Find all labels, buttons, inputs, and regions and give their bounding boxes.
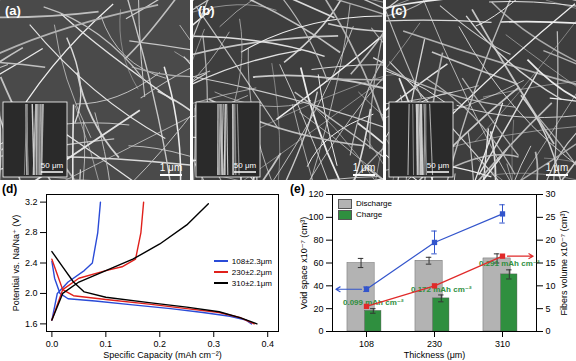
svg-text:310: 310 [495, 339, 510, 349]
svg-text:(b): (b) [198, 3, 215, 18]
html-text:230±2.2μm: 230±2.2μm [231, 267, 272, 277]
svg-text:0.4: 0.4 [261, 339, 274, 349]
svg-text:Void space x10⁻⁷ (cm³): Void space x10⁻⁷ (cm³) [299, 217, 309, 310]
svg-text:30: 30 [546, 189, 556, 199]
html-text:(d): (d) [2, 182, 18, 196]
svg-text:0.0: 0.0 [46, 339, 59, 349]
svg-text:3.2: 3.2 [25, 197, 38, 207]
svg-text:(a): (a) [5, 3, 21, 18]
svg-text:0: 0 [318, 326, 323, 336]
svg-text:1 μm: 1 μm [353, 162, 375, 173]
svg-text:2.4: 2.4 [25, 258, 38, 268]
svg-text:Specific Capacity (mAh cm⁻²): Specific Capacity (mAh cm⁻²) [103, 350, 221, 360]
svg-text:100: 100 [308, 212, 323, 222]
svg-text:50 μm: 50 μm [234, 161, 257, 170]
svg-text:0.172 mAh cm⁻²: 0.172 mAh cm⁻² [411, 285, 472, 294]
svg-text:25: 25 [546, 212, 556, 222]
html-text:Charge: Charge [356, 210, 383, 219]
svg-text:10: 10 [546, 281, 556, 291]
svg-text:Thickness (μm): Thickness (μm) [404, 350, 466, 360]
svg-text:Fibers volume x10⁻⁷ (cm³): Fibers volume x10⁻⁷ (cm³) [559, 210, 569, 315]
svg-text:1 μm: 1 μm [546, 162, 568, 173]
svg-text:20: 20 [546, 235, 556, 245]
html-text:Discharge: Discharge [356, 199, 392, 208]
svg-text:50 μm: 50 μm [41, 161, 64, 170]
svg-text:0: 0 [546, 326, 551, 336]
svg-text:230: 230 [427, 339, 442, 349]
svg-text:1 μm: 1 μm [160, 162, 182, 173]
svg-text:80: 80 [313, 235, 323, 245]
html-text:108±2.3μm: 108±2.3μm [231, 256, 272, 266]
svg-text:0.291 mAh cm⁻²: 0.291 mAh cm⁻² [479, 259, 540, 268]
svg-text:(c): (c) [391, 3, 407, 18]
svg-text:15: 15 [546, 258, 556, 268]
svg-text:60: 60 [313, 258, 323, 268]
svg-text:2.8: 2.8 [25, 227, 38, 237]
svg-text:5: 5 [546, 304, 551, 314]
svg-text:2.0: 2.0 [25, 288, 38, 298]
svg-text:0.3: 0.3 [207, 339, 220, 349]
svg-text:1.6: 1.6 [25, 319, 38, 329]
svg-text:0.2: 0.2 [154, 339, 167, 349]
svg-text:108: 108 [359, 339, 374, 349]
svg-text:0.1: 0.1 [100, 339, 113, 349]
html-text:(e): (e) [290, 182, 305, 196]
svg-text:40: 40 [313, 281, 323, 291]
svg-text:0.099 mAh cm⁻²: 0.099 mAh cm⁻² [343, 298, 404, 307]
svg-text:120: 120 [308, 189, 323, 199]
svg-text:20: 20 [313, 304, 323, 314]
html-text:310±2.1μm: 310±2.1μm [231, 278, 272, 288]
svg-text:50 μm: 50 μm [427, 161, 450, 170]
svg-text:Potential vs. Na/Na⁺ (V): Potential vs. Na/Na⁺ (V) [11, 215, 21, 311]
